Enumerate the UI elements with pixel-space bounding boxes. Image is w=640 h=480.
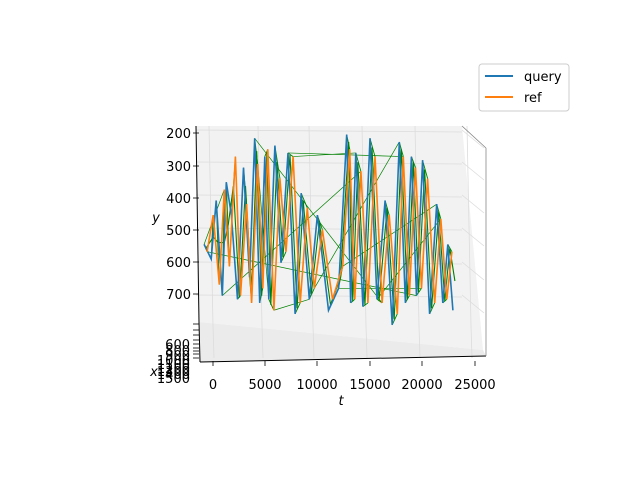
floor-pane	[199, 322, 486, 362]
grid-line-y	[195, 161, 463, 165]
tick-label-t: 0	[209, 378, 217, 393]
series-ref	[206, 149, 453, 314]
x-axis-label: x	[149, 365, 158, 380]
grid-line-floor	[312, 325, 315, 359]
grid-line-floor	[261, 325, 264, 359]
tick-label-x: 1400	[157, 368, 190, 383]
tick-label-y: 700	[166, 288, 191, 303]
y-axis-label: y	[151, 211, 160, 226]
legend-label-query: query	[524, 70, 562, 85]
series-layer	[203, 134, 454, 325]
alignment-link	[376, 298, 383, 304]
tick-label-t: 10000	[296, 378, 337, 393]
t-axis-label: t	[338, 394, 344, 409]
tick-label-t: 20000	[401, 378, 442, 393]
tick-label-x: 1000	[157, 354, 190, 369]
tick-label-x: 1100	[157, 358, 190, 373]
tick-label-y: 200	[166, 127, 191, 142]
alignment-link	[273, 298, 310, 311]
grid-line-side	[461, 227, 485, 247]
side-edge	[461, 125, 487, 149]
legend-label-ref: ref	[524, 91, 542, 106]
tick-label-x: 1300	[157, 365, 190, 380]
series-query	[203, 134, 454, 325]
tick-labels: 0 5000 10000 15000 20000 25000 200 300 400 500 600…	[157, 127, 496, 393]
y-axis-line	[195, 125, 200, 323]
legend: query ref	[478, 63, 570, 112]
tick-label-x: 1200	[157, 362, 190, 377]
tick-label-x: 1500	[157, 372, 190, 387]
alignment-path	[205, 141, 456, 320]
grid-line-floor	[212, 325, 215, 359]
grid-line-side	[461, 294, 485, 314]
tick-label-y: 400	[166, 192, 191, 207]
tick-label-x: 600	[165, 338, 190, 353]
tick-label-x: 900	[165, 349, 190, 364]
alignment-link	[300, 193, 308, 208]
grid-line-y	[195, 129, 463, 133]
tick-label-y: 500	[166, 224, 191, 239]
grid-line-floor	[470, 325, 473, 359]
tick-label-t: 25000	[454, 378, 495, 393]
series-line-query	[203, 134, 454, 325]
x-axis-line	[198, 321, 201, 363]
grid-line-side	[461, 129, 485, 149]
axis-edges	[195, 125, 487, 363]
tick-label-x: 800	[165, 344, 190, 359]
grid-line-t	[466, 125, 472, 327]
tick-label-y: 600	[166, 256, 191, 271]
grid-line-side	[461, 261, 485, 281]
tick-label-t: 5000	[248, 378, 281, 393]
tick-label-y: 300	[166, 160, 191, 175]
grid-line-side	[461, 161, 485, 181]
alignment-link	[342, 203, 437, 267]
grid-line-floor	[418, 325, 421, 359]
t-axis-line	[199, 355, 487, 363]
tick-label-t: 15000	[349, 378, 390, 393]
alignment-link	[287, 152, 294, 157]
alignment-link	[257, 163, 270, 300]
alignment-link	[314, 141, 400, 289]
grid-line-side	[461, 194, 485, 214]
grid-line-floor	[365, 325, 368, 359]
